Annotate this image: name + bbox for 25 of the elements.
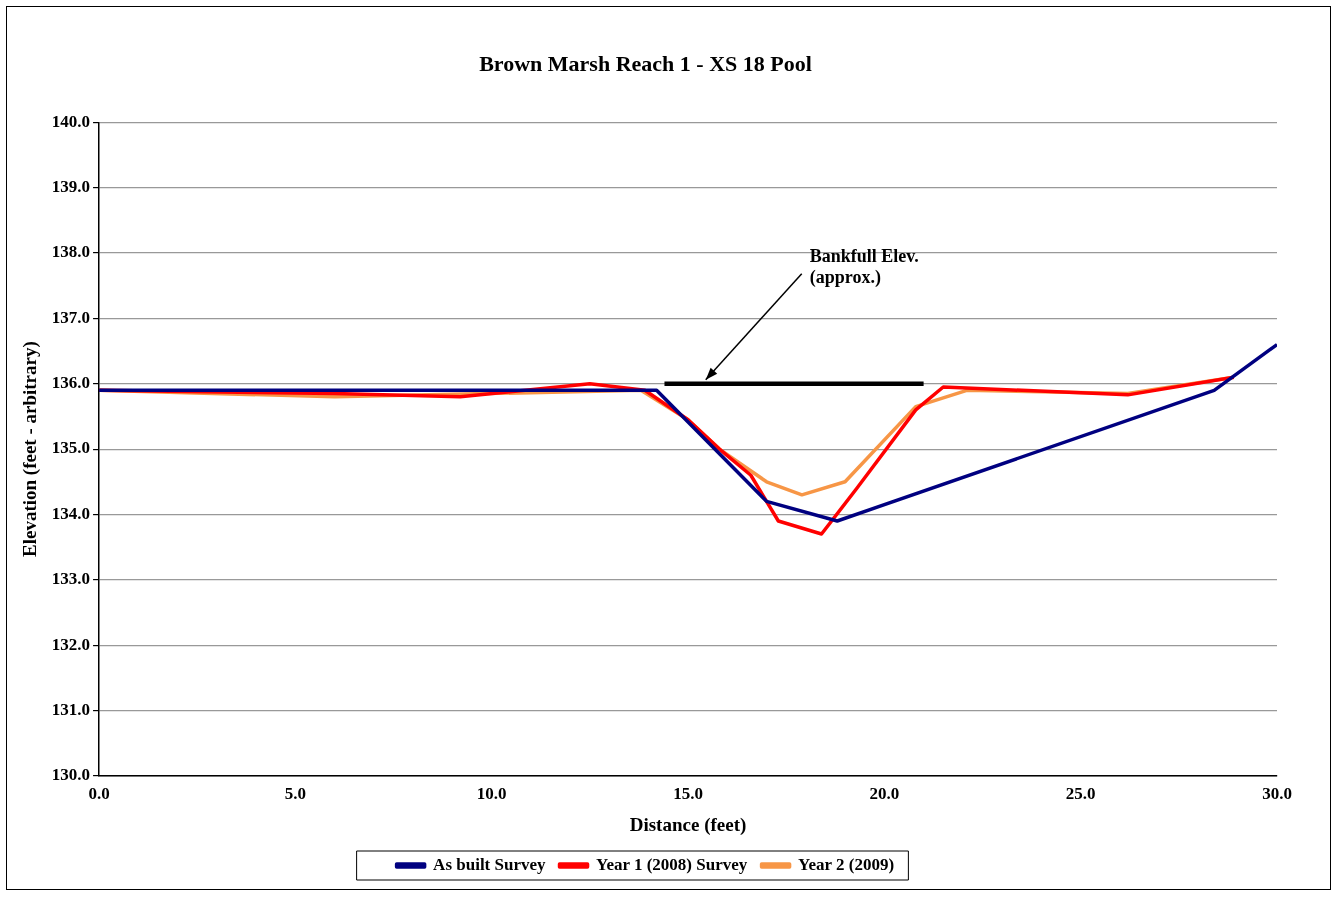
y-tick-label: 133.0 <box>51 569 91 589</box>
x-axis-title: Distance (feet) <box>629 813 747 836</box>
x-tick-label: 5.0 <box>284 784 306 804</box>
x-tick-label: 15.0 <box>673 784 703 804</box>
y-tick-label: 139.0 <box>51 177 91 197</box>
x-tick-label: 25.0 <box>1065 784 1096 804</box>
y-tick-label: 135.0 <box>51 438 91 458</box>
legend-label: Year 2 (2009) <box>798 854 895 874</box>
y-tick-label: 138.0 <box>51 242 91 262</box>
y-tick-label: 137.0 <box>51 307 91 327</box>
chart-title: Brown Marsh Reach 1 - XS 18 Pool <box>479 50 812 76</box>
y-tick-label: 134.0 <box>51 503 91 523</box>
annotation: Bankfull Elev. (approx.) <box>809 245 919 288</box>
x-tick-label: 10.0 <box>476 784 507 804</box>
y-tick-label: 130.0 <box>51 765 91 785</box>
legend-label: As built Survey <box>433 854 547 874</box>
y-tick-label: 140.0 <box>51 111 91 131</box>
x-tick-label: 20.0 <box>869 784 900 804</box>
legend-label: Year 1 (2008) Survey <box>596 854 748 874</box>
y-axis-title: Elevation (feet - arbitrary) <box>19 341 42 557</box>
y-tick-label: 132.0 <box>51 634 91 654</box>
y-tick-label: 136.0 <box>51 373 91 393</box>
x-tick-label: 30.0 <box>1262 784 1292 804</box>
y-tick-label: 131.0 <box>51 699 91 719</box>
x-tick-label: 0.0 <box>88 784 110 804</box>
